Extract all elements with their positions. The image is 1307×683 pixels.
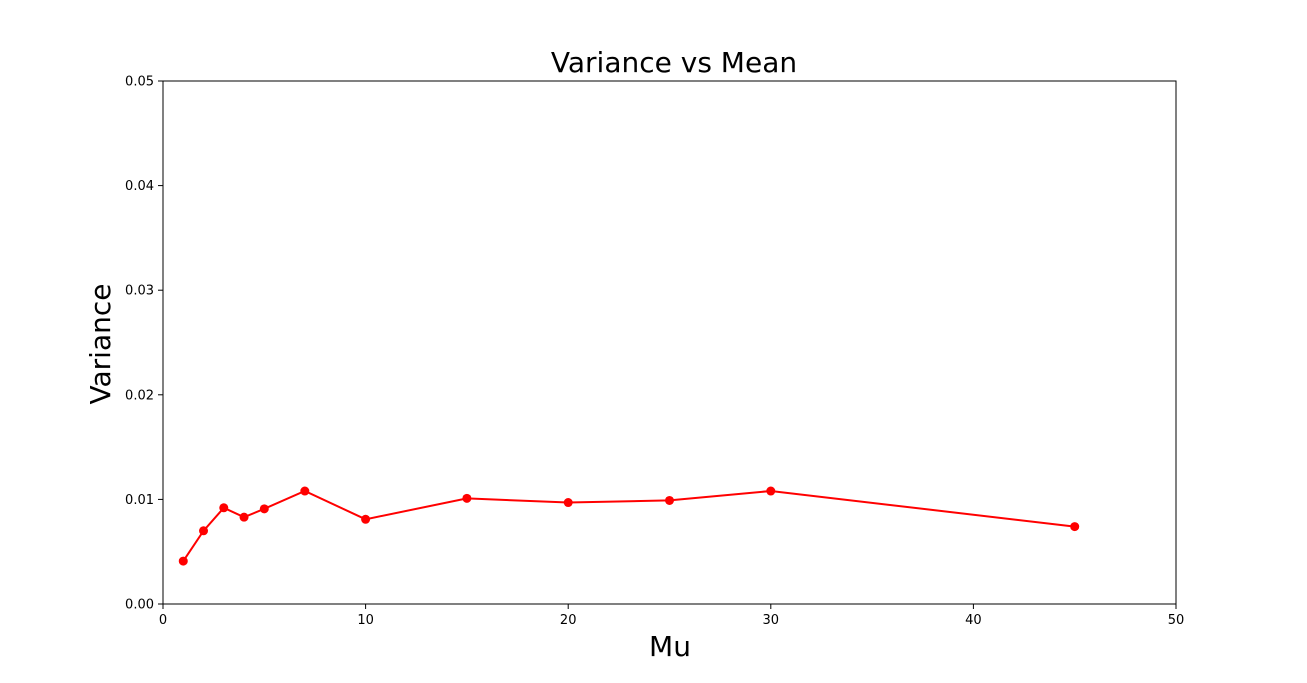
data-point <box>219 503 229 513</box>
y-tick-label: 0.04 <box>125 179 154 194</box>
x-tick-label: 40 <box>965 613 982 628</box>
chart-title: Variance vs Mean <box>551 46 797 79</box>
data-point <box>178 556 188 566</box>
data-point <box>563 498 573 508</box>
data-point <box>239 512 249 522</box>
plot-area <box>162 80 1177 605</box>
x-tick-label: 50 <box>1168 613 1185 628</box>
y-axis-title: Variance <box>84 284 117 405</box>
x-axis-title: Mu <box>649 630 691 663</box>
data-point <box>1070 522 1080 532</box>
data-point <box>199 526 209 536</box>
data-point <box>259 504 269 514</box>
series-line <box>182 489 1075 562</box>
y-tick-label: 0.03 <box>125 284 154 299</box>
x-axis: 0 10 20 30 40 50 <box>159 604 1184 628</box>
data-point <box>300 486 310 496</box>
data-point <box>462 493 472 503</box>
y-tick-label: 0.05 <box>125 75 154 90</box>
y-tick-label: 0.01 <box>125 493 154 508</box>
y-tick-label: 0.02 <box>125 388 154 403</box>
x-tick-label: 10 <box>357 613 374 628</box>
x-tick-label: 0 <box>159 613 167 628</box>
x-tick-label: 30 <box>763 613 780 628</box>
y-tick-label: 0.00 <box>125 598 154 613</box>
y-axis: 0.00 0.01 0.02 0.03 0.04 0.05 <box>125 75 163 613</box>
data-point <box>766 486 776 496</box>
x-tick-label: 20 <box>560 613 577 628</box>
data-point <box>665 495 674 505</box>
series-layer <box>178 486 1080 566</box>
data-point <box>361 514 371 524</box>
